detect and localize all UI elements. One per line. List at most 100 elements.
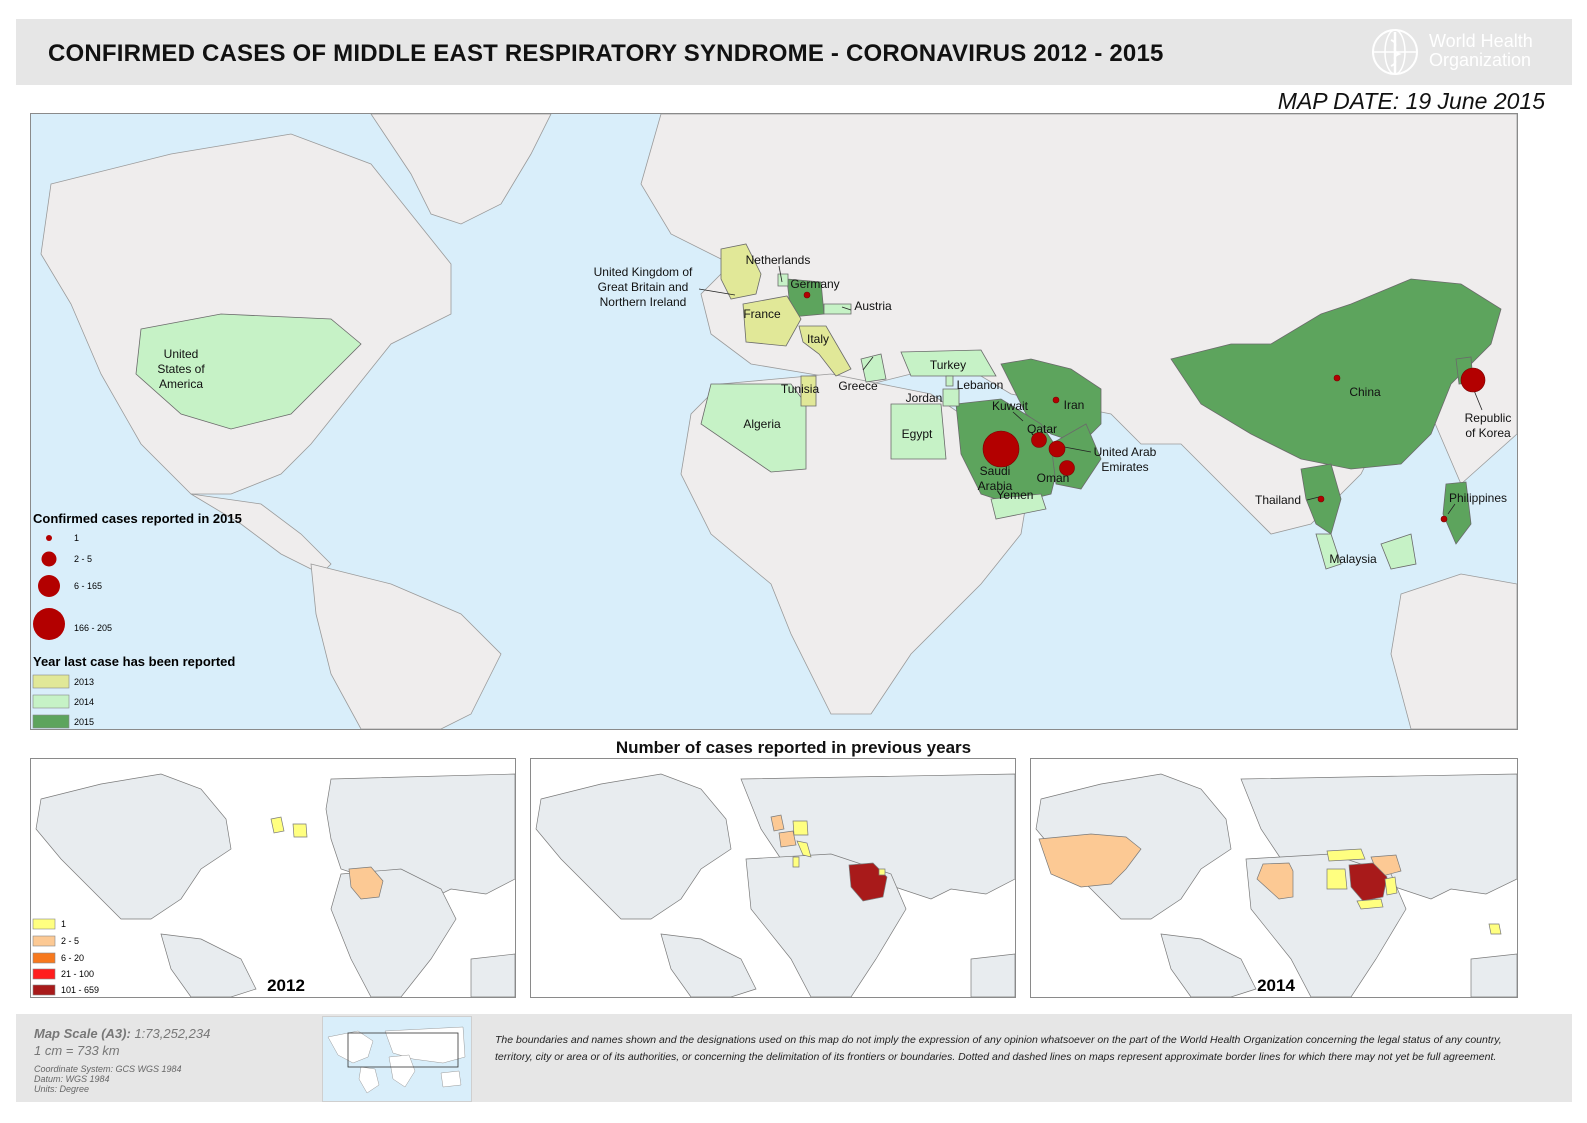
label-uae: United Arab Emirates	[1094, 445, 1157, 474]
inset-legend-bin-1: 1	[61, 919, 66, 929]
legend-year-2015: 2015	[74, 717, 94, 727]
map-legend: Confirmed cases reported in 2015 1 2 - 5…	[32, 511, 242, 729]
inset-legend-bin-6-20: 6 - 20	[61, 953, 84, 963]
inset-1-uk	[270, 816, 285, 834]
inset-3-year: 2014	[1257, 976, 1295, 995]
legend-bin-166-205: 166 - 205	[74, 623, 112, 633]
inset-legend-bin-2-5: 2 - 5	[61, 936, 79, 946]
inset-1-saudi-arabia	[348, 866, 384, 900]
legend-swatch-2014	[32, 694, 70, 709]
coord-system: Coordinate System: GCS WGS 1984	[34, 1064, 182, 1074]
inset-map-2-svg	[535, 773, 1015, 997]
footer-band	[16, 1014, 1572, 1102]
inset-legend-swatch-21-100	[32, 968, 56, 980]
label-kuwait: Kuwait	[992, 399, 1029, 413]
region-italy	[798, 325, 852, 377]
region-malaysia	[1315, 533, 1417, 570]
map-scale: Map Scale (A3): 1:73,252,234	[34, 1026, 210, 1041]
label-saudi-arabia: Saudi Arabia	[978, 464, 1013, 493]
legend-bin-6-165: 6 - 165	[74, 581, 102, 591]
region-jordan	[942, 388, 960, 407]
north-america	[40, 133, 452, 495]
region-yemen	[990, 493, 1047, 520]
legend-circle-1	[46, 535, 52, 541]
inset-1-year: 2012	[267, 976, 305, 995]
case-circle-thailand[interactable]	[1317, 495, 1325, 503]
label-yemen: Yemen	[997, 488, 1034, 502]
label-italy: Italy	[807, 332, 829, 346]
case-circle-philippines[interactable]	[1440, 515, 1448, 523]
region-greece	[860, 353, 887, 383]
disclaimer: The boundaries and names shown and the d…	[495, 1034, 1502, 1063]
overview-extent	[347, 1032, 459, 1068]
inset-3-malaysia	[1488, 923, 1502, 935]
inset-2-uk	[770, 814, 785, 832]
label-lebanon: Lebanon	[957, 378, 1004, 392]
main-map-svg: United States of America United Kingdom of…	[32, 114, 1517, 729]
map-scale-cm: 1 cm = 733 km	[34, 1043, 120, 1058]
inset-legend-swatch-2-5	[32, 935, 56, 947]
case-circle-korea[interactable]	[1460, 367, 1486, 393]
label-germany: Germany	[790, 277, 839, 291]
label-greece: Greece	[838, 379, 878, 393]
region-tunisia	[800, 375, 817, 407]
legend-year-title: Year last case has been reported	[33, 654, 235, 669]
region-lebanon	[945, 375, 954, 387]
country-labels: United States of America United Kingdom of…	[157, 253, 1511, 566]
label-egypt: Egypt	[902, 427, 933, 441]
legend-circle-6-165	[38, 575, 60, 597]
countries-2014	[135, 273, 1417, 570]
legend-swatch-2015	[32, 714, 70, 729]
case-circle-germany[interactable]	[803, 291, 811, 299]
legend-bin-1: 1	[74, 533, 79, 543]
case-circle-iran[interactable]	[1052, 396, 1060, 404]
inset-map-2[interactable]	[530, 758, 1016, 998]
inset-map-3[interactable]: 2014	[1030, 758, 1518, 998]
who-logo: World Health Organization	[1367, 26, 1567, 78]
case-circle-qatar[interactable]	[1031, 432, 1047, 448]
units: Units: Degree	[34, 1084, 90, 1094]
inset-legend: 1 2 - 5 6 - 20 21 - 100 101 - 659	[32, 918, 99, 996]
inset-2-france	[778, 830, 797, 848]
case-circle-china[interactable]	[1333, 374, 1341, 382]
inset-legend-swatch-101-659	[32, 984, 56, 996]
who-name-line2: Organization	[1429, 50, 1532, 70]
inset-2-qatar	[878, 868, 886, 876]
inset-3-egypt	[1326, 868, 1348, 890]
case-circles	[803, 291, 1486, 523]
who-name-line1: World Health	[1429, 31, 1533, 51]
overview-map-svg	[327, 1026, 466, 1094]
label-thailand: Thailand	[1255, 493, 1301, 507]
label-malaysia: Malaysia	[1329, 552, 1377, 566]
australia	[1390, 573, 1517, 729]
inset-3-turkey	[1326, 848, 1366, 862]
label-korea: Republic of Korea	[1465, 411, 1512, 440]
countries-2015	[786, 278, 1502, 545]
inset-legend-swatch-1	[32, 918, 56, 930]
insets-section-title: Number of cases reported in previous yea…	[615, 738, 972, 757]
label-jordan: Jordan	[906, 391, 943, 405]
region-france	[742, 295, 802, 347]
inset-1-germany	[292, 823, 308, 838]
region-austria	[823, 303, 852, 315]
countries-2013	[720, 243, 852, 407]
inset-2-tunisia	[792, 856, 800, 868]
label-usa: United States of America	[157, 347, 205, 391]
label-china: China	[1349, 385, 1381, 399]
region-netherlands	[777, 273, 789, 287]
inset-3-usa	[1038, 833, 1142, 888]
label-netherlands: Netherlands	[746, 253, 811, 267]
inset-3-oman	[1384, 876, 1398, 896]
title-band	[16, 19, 1572, 85]
case-circle-saudi-arabia[interactable]	[982, 430, 1020, 468]
legend-circle-2-5	[41, 551, 57, 567]
inset-2-saudi-arabia	[848, 862, 888, 902]
case-circle-uae[interactable]	[1048, 440, 1066, 458]
case-circle-oman[interactable]	[1059, 460, 1075, 476]
central-america	[190, 493, 332, 575]
legend-circle-166-205	[33, 608, 65, 640]
legend-year-2013: 2013	[74, 677, 94, 687]
main-map[interactable]: United States of America United Kingdom of…	[30, 113, 1518, 730]
inset-map-1[interactable]: 1 2 - 5 6 - 20 21 - 100 101 - 659 2012	[30, 758, 516, 998]
inset-2-germany	[792, 820, 809, 836]
